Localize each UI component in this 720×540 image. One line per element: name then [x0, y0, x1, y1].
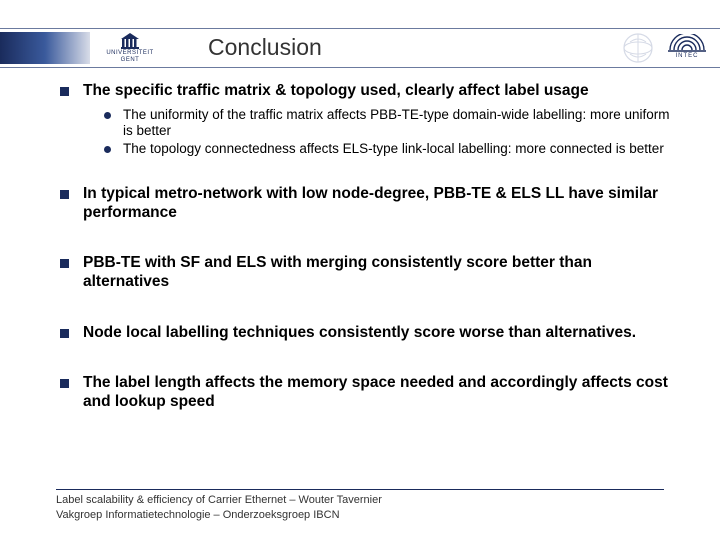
bullet-text: In typical metro-network with low node-d… [83, 185, 680, 222]
bullet-item: In typical metro-network with low node-d… [60, 185, 680, 222]
sub-bullet-item: The uniformity of the traffic matrix aff… [104, 107, 680, 139]
intec-logo: INTEC [666, 34, 708, 62]
bullet-item: Node local labelling techniques consiste… [60, 324, 680, 343]
header-bar: UNIVERSITEIT GENT Conclusion INTEC [0, 28, 720, 68]
header-rule-bottom [0, 67, 720, 68]
slide-title: Conclusion [208, 34, 322, 61]
intec-logo-text: INTEC [676, 53, 699, 59]
sub-bullet-item: The topology connectedness affects ELS-t… [104, 141, 680, 157]
square-bullet-icon [60, 379, 69, 388]
bullet-text: The label length affects the memory spac… [83, 374, 680, 411]
bullet-text: The specific traffic matrix & topology u… [83, 82, 589, 101]
square-bullet-icon [60, 259, 69, 268]
square-bullet-icon [60, 87, 69, 96]
sub-bullet-text: The topology connectedness affects ELS-t… [123, 141, 664, 157]
square-bullet-icon [60, 329, 69, 338]
footer-line1: Label scalability & efficiency of Carrie… [56, 493, 382, 507]
footer-line2: Vakgroep Informatietechnologie – Onderzo… [56, 508, 382, 522]
square-bullet-icon [60, 190, 69, 199]
university-logo-text1: UNIVERSITEIT [106, 50, 153, 56]
bullet-item: The label length affects the memory spac… [60, 374, 680, 411]
bullet-text: Node local labelling techniques consiste… [83, 324, 636, 343]
bullet-text: PBB-TE with SF and ELS with merging cons… [83, 254, 680, 291]
university-logo-text2: GENT [121, 57, 140, 63]
university-logo: UNIVERSITEIT GENT [95, 30, 165, 66]
bullet-item: The specific traffic matrix & topology u… [60, 82, 680, 101]
header-rule-top [0, 28, 720, 29]
sub-bullet-text: The uniformity of the traffic matrix aff… [123, 107, 680, 139]
content-area: The specific traffic matrix & topology u… [60, 82, 680, 417]
header-gradient [0, 32, 90, 64]
footer-rule [56, 489, 664, 491]
circle-bullet-icon [104, 146, 111, 153]
partner-logo-icon [620, 30, 660, 66]
bullet-item: PBB-TE with SF and ELS with merging cons… [60, 254, 680, 291]
footer-text: Label scalability & efficiency of Carrie… [56, 493, 382, 522]
circle-bullet-icon [104, 112, 111, 119]
